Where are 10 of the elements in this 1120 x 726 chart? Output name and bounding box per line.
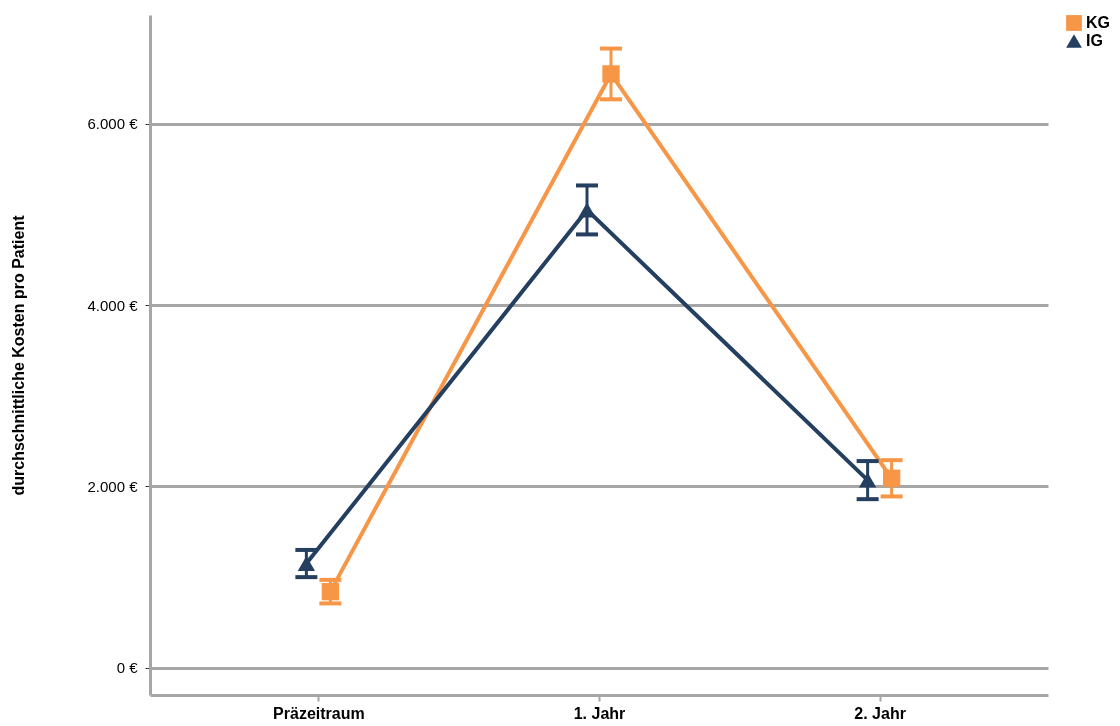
x-tick-label: Präzeitraum	[273, 704, 365, 722]
y-tick-label: 6.000 €	[87, 115, 139, 133]
y-axis-title: durchschnittliche Kosten pro Patient	[10, 214, 28, 496]
x-tick-label: 2. Jahr	[854, 704, 906, 722]
y-tick-label: 4.000 €	[87, 296, 139, 314]
legend-label: IG	[1086, 32, 1103, 49]
y-tick-label: 0 €	[116, 659, 139, 677]
y-tick-label: 2.000 €	[87, 477, 139, 495]
legend-label: KG	[1086, 14, 1110, 31]
x-tick-label: 1. Jahr	[573, 704, 626, 722]
